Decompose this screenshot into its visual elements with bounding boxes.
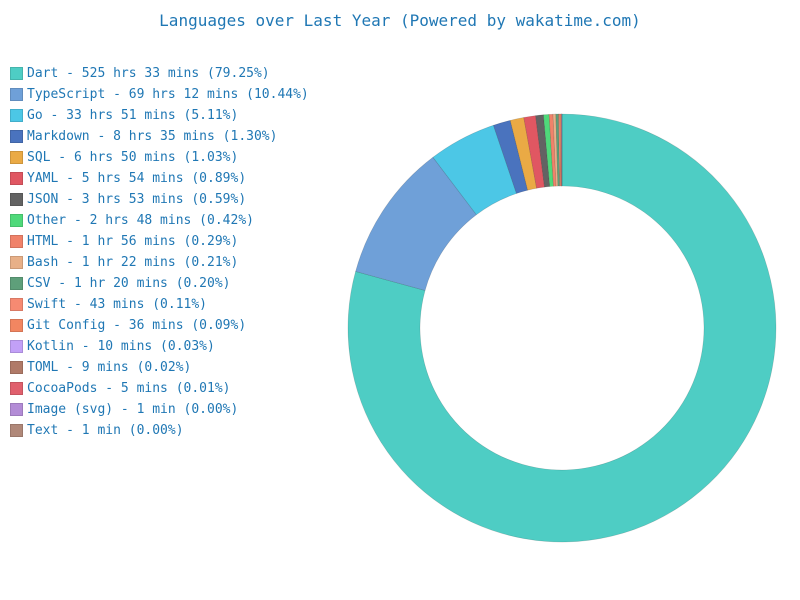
legend-swatch — [10, 172, 23, 185]
legend-item: Other - 2 hrs 48 mins (0.42%) — [10, 210, 309, 231]
legend-label: Markdown - 8 hrs 35 mins (1.30%) — [27, 129, 278, 144]
legend-swatch — [10, 277, 23, 290]
legend-label: TypeScript - 69 hrs 12 mins (10.44%) — [27, 87, 309, 102]
chart-legend: Dart - 525 hrs 33 mins (79.25%) TypeScrip… — [10, 63, 309, 441]
legend-label: Swift - 43 mins (0.11%) — [27, 297, 208, 312]
legend-item: CocoaPods - 5 mins (0.01%) — [10, 378, 309, 399]
legend-swatch — [10, 151, 23, 164]
legend-item: HTML - 1 hr 56 mins (0.29%) — [10, 231, 309, 252]
donut-slice-typescript — [355, 156, 477, 291]
legend-swatch — [10, 109, 23, 122]
legend-label: Image (svg) - 1 min (0.00%) — [27, 402, 239, 417]
legend-swatch — [10, 256, 23, 269]
legend-label: Other - 2 hrs 48 mins (0.42%) — [27, 213, 254, 228]
legend-label: JSON - 3 hrs 53 mins (0.59%) — [27, 192, 247, 207]
donut-slice-json — [535, 114, 551, 188]
legend-item: Git Config - 36 mins (0.09%) — [10, 315, 309, 336]
legend-item: Markdown - 8 hrs 35 mins (1.30%) — [10, 126, 309, 147]
donut-slice-html — [548, 113, 557, 187]
legend-item: CSV - 1 hr 20 mins (0.20%) — [10, 273, 309, 294]
legend-label: Kotlin - 10 mins (0.03%) — [27, 339, 215, 354]
donut-slice-sql — [509, 117, 537, 191]
legend-label: TOML - 9 mins (0.02%) — [27, 360, 192, 375]
legend-label: Text - 1 min (0.00%) — [27, 423, 184, 438]
legend-swatch — [10, 193, 23, 206]
legend-item: Kotlin - 10 mins (0.03%) — [10, 336, 309, 357]
legend-label: Bash - 1 hr 22 mins (0.21%) — [27, 255, 239, 270]
legend-swatch — [10, 340, 23, 353]
legend-item: Bash - 1 hr 22 mins (0.21%) — [10, 252, 309, 273]
legend-swatch — [10, 235, 23, 248]
legend-item: Swift - 43 mins (0.11%) — [10, 294, 309, 315]
legend-item: Text - 1 min (0.00%) — [10, 420, 309, 441]
legend-item: JSON - 3 hrs 53 mins (0.59%) — [10, 189, 309, 210]
donut-slice-csv — [555, 113, 560, 187]
legend-item: TOML - 9 mins (0.02%) — [10, 357, 309, 378]
legend-swatch — [10, 361, 23, 374]
legend-swatch — [10, 130, 23, 143]
legend-item: Image (svg) - 1 min (0.00%) — [10, 399, 309, 420]
legend-label: HTML - 1 hr 56 mins (0.29%) — [27, 234, 239, 249]
legend-swatch — [10, 424, 23, 437]
legend-swatch — [10, 319, 23, 332]
donut-slice-git-config — [559, 113, 562, 187]
legend-item: YAML - 5 hrs 54 mins (0.89%) — [10, 168, 309, 189]
legend-label: CocoaPods - 5 mins (0.01%) — [27, 381, 231, 396]
donut-slice-other — [543, 114, 554, 187]
legend-item: TypeScript - 69 hrs 12 mins (10.44%) — [10, 84, 309, 105]
legend-swatch — [10, 214, 23, 227]
legend-swatch — [10, 88, 23, 101]
legend-swatch — [10, 67, 23, 80]
legend-label: CSV - 1 hr 20 mins (0.20%) — [27, 276, 231, 291]
legend-label: YAML - 5 hrs 54 mins (0.89%) — [27, 171, 247, 186]
chart-title: Languages over Last Year (Powered by wak… — [159, 11, 641, 30]
legend-label: Go - 33 hrs 51 mins (5.11%) — [27, 108, 239, 123]
donut-slice-kotlin — [560, 113, 563, 187]
legend-label: Dart - 525 hrs 33 mins (79.25%) — [27, 66, 270, 81]
legend-swatch — [10, 382, 23, 395]
legend-item: Go - 33 hrs 51 mins (5.11%) — [10, 105, 309, 126]
donut-slice-dart — [347, 113, 777, 543]
donut-slice-yaml — [523, 115, 545, 189]
legend-swatch — [10, 298, 23, 311]
legend-label: Git Config - 36 mins (0.09%) — [27, 318, 247, 333]
legend-label: SQL - 6 hrs 50 mins (1.03%) — [27, 150, 239, 165]
donut-slice-markdown — [493, 119, 528, 194]
legend-item: Dart - 525 hrs 33 mins (79.25%) — [10, 63, 309, 84]
legend-item: SQL - 6 hrs 50 mins (1.03%) — [10, 147, 309, 168]
legend-swatch — [10, 403, 23, 416]
